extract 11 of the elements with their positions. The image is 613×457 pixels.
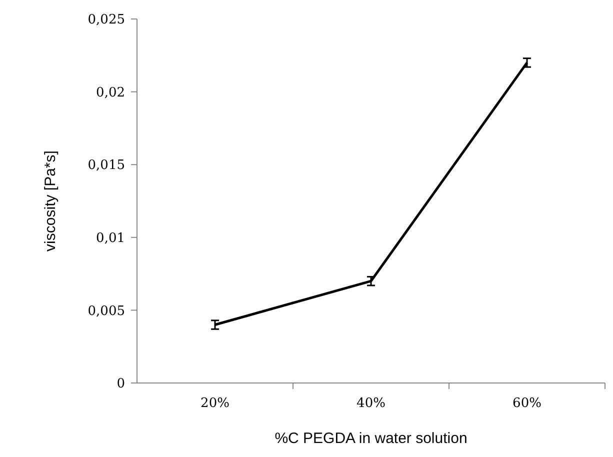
x-axis-title: %C PEGDA in water solution [274, 430, 468, 447]
y-tick-label: 0,02 [96, 85, 125, 100]
y-tick-label: 0,015 [88, 158, 125, 174]
x-tick-label: 60% [512, 396, 542, 411]
x-tick-label: 20% [200, 396, 230, 411]
y-tick-label: 0 [116, 376, 125, 392]
y-axis-title: viscosity [Pa*s] [42, 150, 59, 252]
y-tick-label: 0,025 [88, 12, 125, 28]
y-tick-label: 0,01 [96, 230, 125, 246]
x-tick-label: 40% [356, 396, 386, 411]
y-tick-label: 0,005 [88, 304, 125, 319]
